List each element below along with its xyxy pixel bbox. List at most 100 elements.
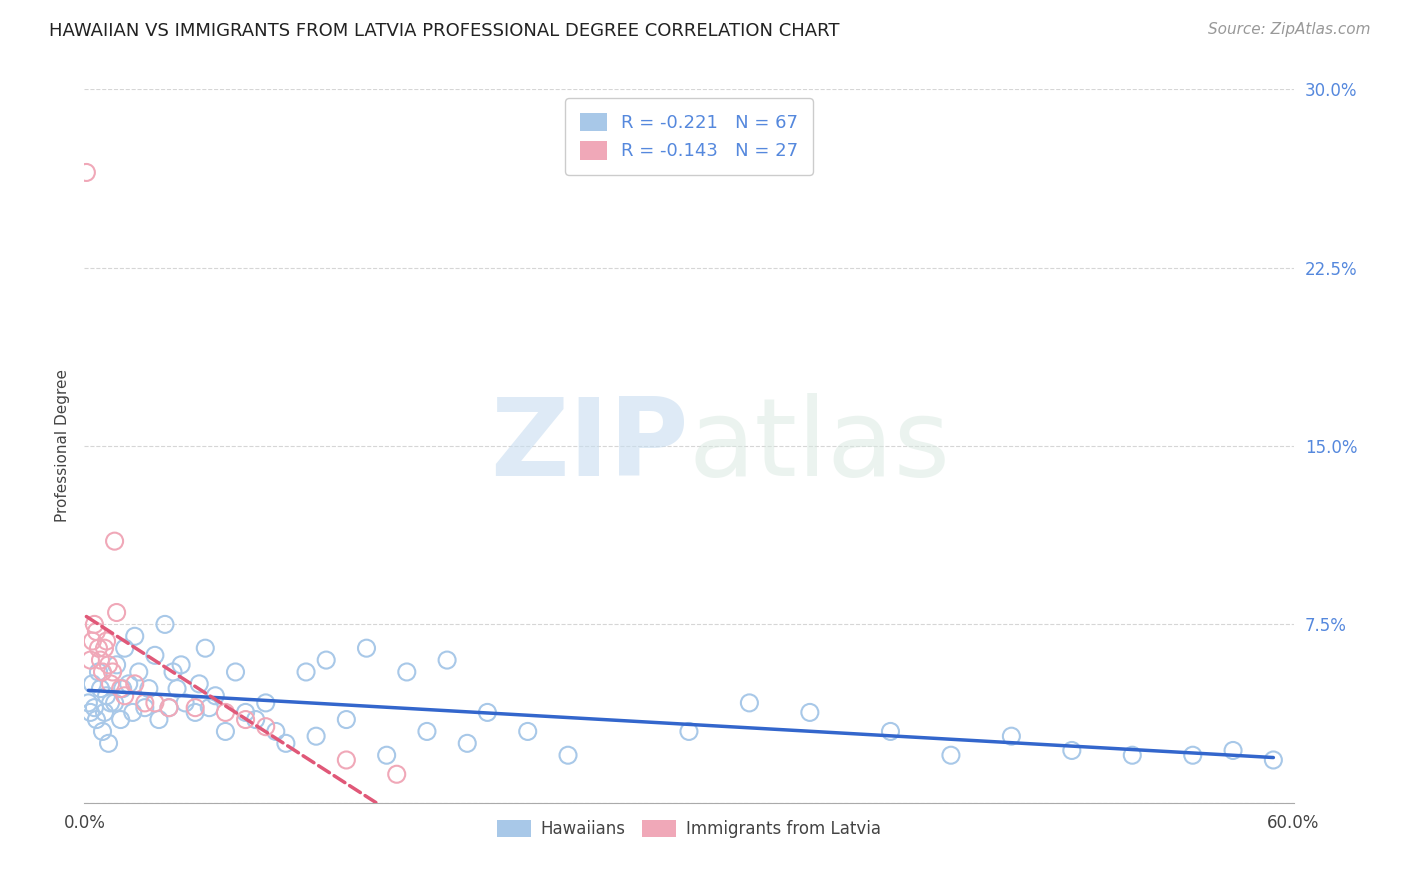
Point: [87, 665, 110, 679]
Point: [194, 641, 217, 656]
Point: [134, 700, 156, 714]
Point: [204, 689, 226, 703]
Point: [939, 748, 962, 763]
Y-axis label: Professional Degree: Professional Degree: [55, 369, 70, 523]
Point: [79, 653, 101, 667]
Point: [79, 706, 101, 720]
Point: [1222, 743, 1244, 757]
Point: [93, 641, 115, 656]
Point: [214, 724, 236, 739]
Point: [114, 689, 136, 703]
Point: [1263, 753, 1285, 767]
Point: [157, 700, 180, 714]
Point: [356, 641, 378, 656]
Point: [96, 634, 118, 648]
Point: [82, 677, 104, 691]
Point: [305, 729, 328, 743]
Point: [456, 736, 478, 750]
Point: [97, 657, 120, 672]
Point: [395, 665, 418, 679]
Point: [557, 748, 579, 763]
Point: [105, 657, 128, 672]
Text: ZIP: ZIP: [491, 393, 689, 499]
Point: [678, 724, 700, 739]
Point: [110, 713, 132, 727]
Point: [134, 696, 156, 710]
Point: [83, 700, 105, 714]
Point: [879, 724, 901, 739]
Point: [170, 657, 193, 672]
Point: [124, 629, 146, 643]
Point: [416, 724, 439, 739]
Point: [1000, 729, 1022, 743]
Point: [162, 665, 184, 679]
Point: [148, 713, 170, 727]
Point: [104, 534, 127, 549]
Point: [110, 681, 132, 696]
Point: [188, 677, 211, 691]
Point: [1060, 743, 1083, 757]
Point: [111, 681, 134, 696]
Point: [184, 706, 207, 720]
Point: [100, 677, 122, 691]
Point: [225, 665, 247, 679]
Point: [385, 767, 408, 781]
Point: [75, 165, 97, 179]
Point: [1121, 748, 1143, 763]
Point: [121, 706, 143, 720]
Point: [114, 641, 136, 656]
Point: [87, 641, 110, 656]
Point: [100, 696, 122, 710]
Point: [124, 677, 146, 691]
Point: [198, 700, 221, 714]
Point: [295, 665, 318, 679]
Text: atlas: atlas: [689, 393, 950, 499]
Point: [86, 624, 108, 639]
Legend: Hawaiians, Immigrants from Latvia: Hawaiians, Immigrants from Latvia: [491, 813, 887, 845]
Point: [91, 724, 114, 739]
Point: [77, 696, 100, 710]
Point: [184, 700, 207, 714]
Point: [436, 653, 458, 667]
Point: [174, 696, 197, 710]
Point: [516, 724, 538, 739]
Point: [118, 677, 141, 691]
Text: HAWAIIAN VS IMMIGRANTS FROM LATVIA PROFESSIONAL DEGREE CORRELATION CHART: HAWAIIAN VS IMMIGRANTS FROM LATVIA PROFE…: [49, 22, 839, 40]
Point: [235, 713, 257, 727]
Point: [138, 681, 160, 696]
Point: [799, 706, 821, 720]
Point: [245, 713, 267, 727]
Point: [157, 700, 180, 714]
Point: [153, 617, 176, 632]
Point: [86, 713, 108, 727]
Point: [1181, 748, 1204, 763]
Point: [89, 681, 111, 696]
Point: [166, 681, 188, 696]
Point: [738, 696, 761, 710]
Point: [264, 724, 287, 739]
Text: Source: ZipAtlas.com: Source: ZipAtlas.com: [1208, 22, 1371, 37]
Point: [235, 706, 257, 720]
Point: [82, 634, 104, 648]
Point: [143, 696, 166, 710]
Point: [96, 689, 118, 703]
Point: [89, 653, 111, 667]
Point: [91, 665, 114, 679]
Point: [128, 665, 150, 679]
Point: [83, 617, 105, 632]
Point: [214, 706, 236, 720]
Point: [335, 713, 357, 727]
Point: [335, 753, 357, 767]
Point: [93, 706, 115, 720]
Point: [315, 653, 337, 667]
Point: [254, 720, 277, 734]
Point: [143, 648, 166, 663]
Point: [254, 696, 277, 710]
Point: [105, 606, 128, 620]
Point: [274, 736, 297, 750]
Point: [375, 748, 398, 763]
Point: [97, 736, 120, 750]
Point: [104, 696, 127, 710]
Point: [477, 706, 499, 720]
Point: [101, 665, 124, 679]
